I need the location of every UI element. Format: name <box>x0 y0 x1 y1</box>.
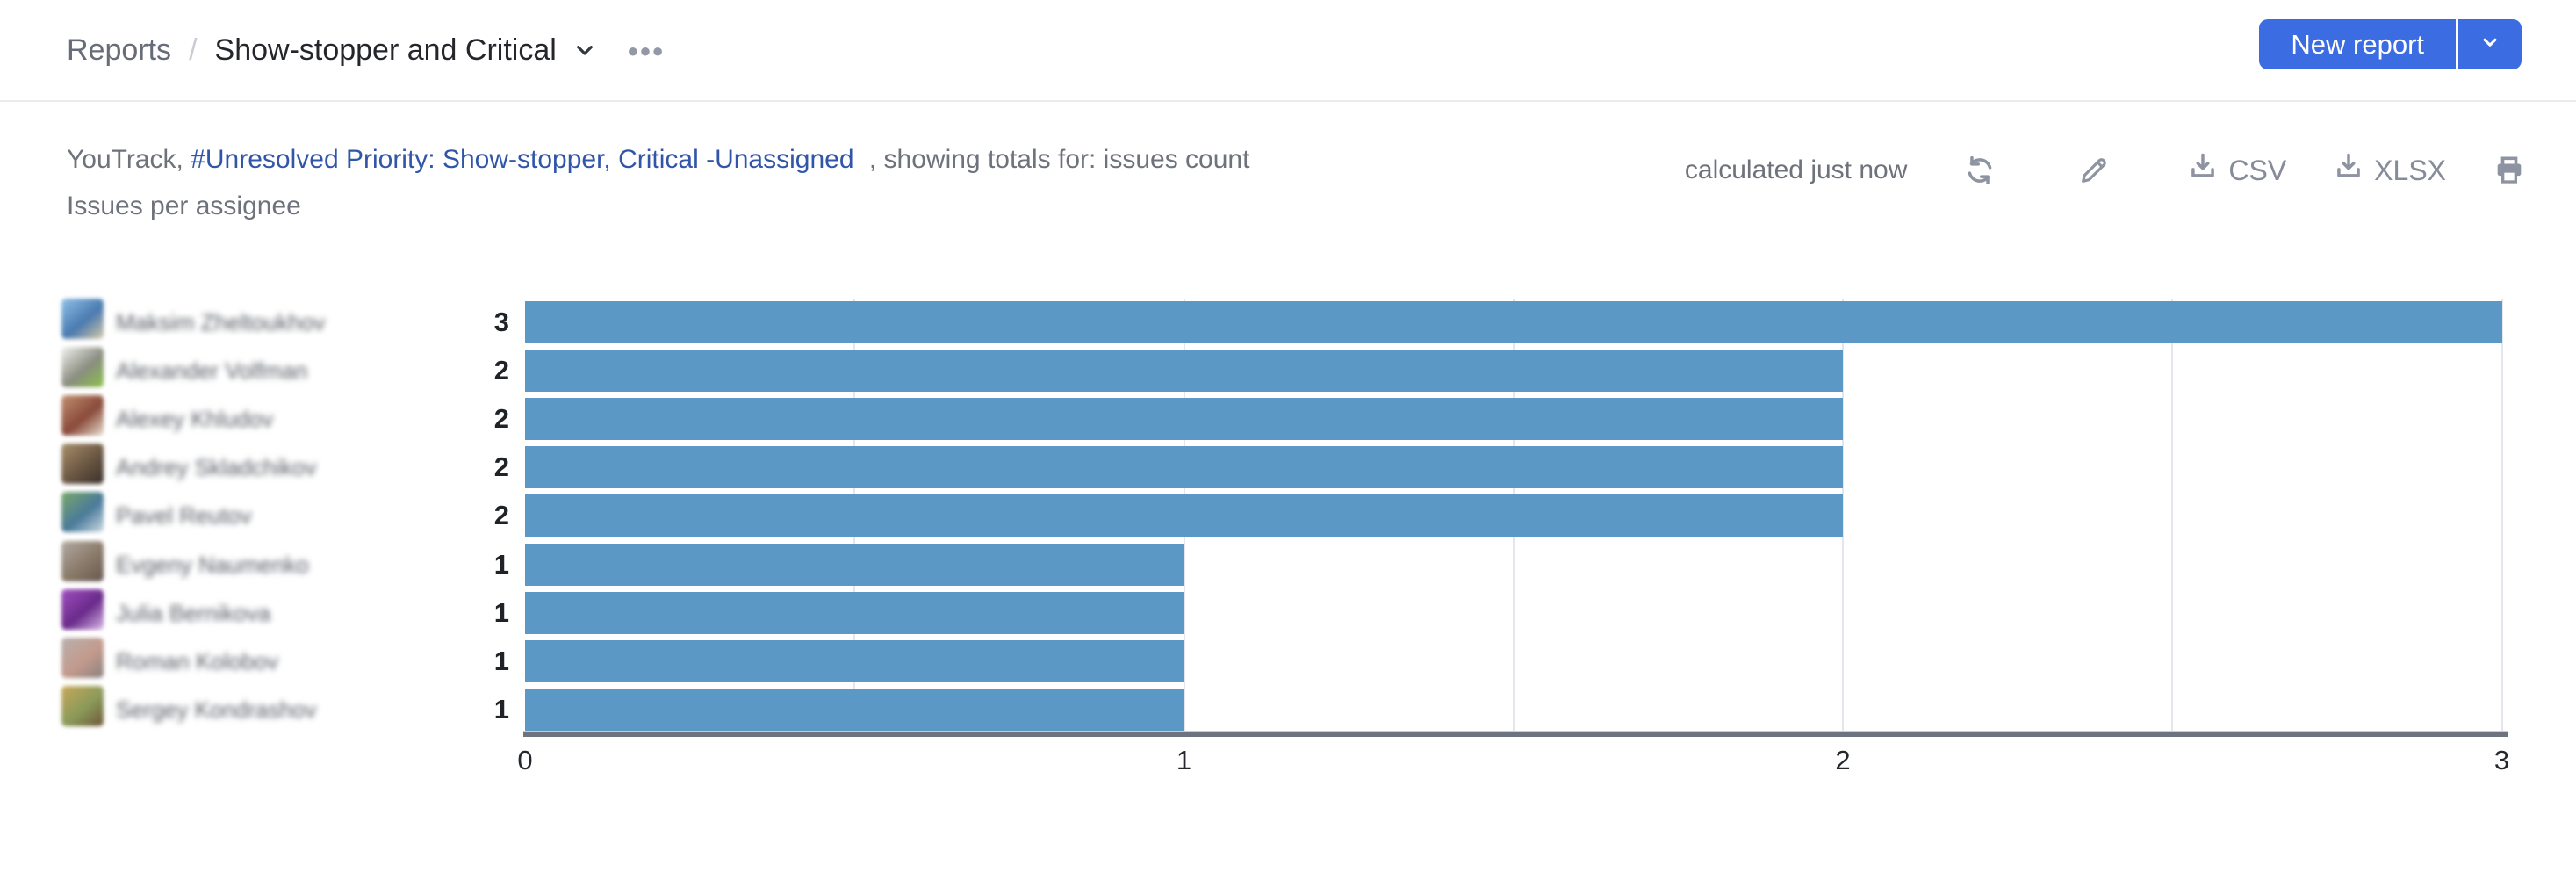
bar-value-label: 3 <box>493 307 509 337</box>
calculated-status: calculated just now <box>1684 155 1908 184</box>
assignee-name: Evgeny Naumenko <box>116 551 309 578</box>
bar-value-label: 2 <box>493 403 509 435</box>
assignee-row: Evgeny Naumenko 1 <box>0 540 2576 586</box>
bar-value-label: 1 <box>493 693 509 725</box>
bar-value-label: 1 <box>493 596 509 628</box>
chart-caption: Issues per assignee <box>67 191 301 220</box>
report-query-line: YouTrack, #Unresolved Priority: Show-sto… <box>67 141 1249 179</box>
x-axis-line <box>523 732 2508 737</box>
new-report-button[interactable]: New report <box>2259 19 2456 69</box>
csv-label: CSV <box>2228 154 2287 186</box>
xlsx-label: XLSX <box>2374 154 2446 186</box>
assignee-name: Alexander Volfman <box>116 357 308 385</box>
bar-value-label: 2 <box>493 451 509 483</box>
bar[interactable] <box>525 543 1184 586</box>
header-bar: Reports / Show-stopper and Critical New … <box>0 0 2576 102</box>
printer-icon[interactable] <box>2492 153 2527 188</box>
new-report-dropdown-button[interactable] <box>2458 19 2522 69</box>
assignee-row: Julia Bernikova 1 <box>0 588 2576 634</box>
assignee-name: Pavel Reutov <box>116 502 252 530</box>
assignee-avatar <box>61 492 104 533</box>
bar[interactable] <box>525 688 1184 731</box>
breadcrumb-reports-link[interactable]: Reports <box>67 32 172 67</box>
assignee-avatar <box>61 444 104 485</box>
assignee-row: Maksim Zheltoukhov 3 <box>0 299 2576 343</box>
gridline <box>2171 299 2174 732</box>
assignee-avatar <box>61 685 104 726</box>
assignee-row: Alexey Khludov 2 <box>0 395 2576 441</box>
app-prefix: YouTrack, <box>67 145 183 174</box>
export-csv-button[interactable]: CSV <box>2186 150 2286 191</box>
assignee-row: Roman Kolobov 1 <box>0 637 2576 682</box>
bar[interactable] <box>525 591 1184 634</box>
assignee-name: Julia Bernikova <box>116 599 271 626</box>
breadcrumb: Reports / Show-stopper and Critical <box>67 0 666 100</box>
chevron-down-icon[interactable] <box>571 36 599 64</box>
x-tick-label: 2 <box>1835 745 1851 776</box>
report-meta: YouTrack, #Unresolved Priority: Show-sto… <box>67 141 1249 226</box>
totals-suffix: , showing totals for: issues count <box>868 145 1250 174</box>
chevron-down-icon <box>2479 31 2501 58</box>
assignee-avatar <box>61 540 104 581</box>
assignee-avatar <box>61 395 104 436</box>
assignee-row: Andrey Skladchikov 2 <box>0 444 2576 489</box>
gridline <box>1842 299 1844 732</box>
assignee-row: Sergey Kondrashov 1 <box>0 685 2576 731</box>
refresh-icon[interactable] <box>1963 154 1997 187</box>
assignee-row: Pavel Reutov 2 <box>0 492 2576 538</box>
breadcrumb-separator: / <box>189 32 198 67</box>
bar-value-label: 2 <box>493 355 509 386</box>
bar[interactable] <box>525 398 1843 441</box>
new-report-split-button: New report <box>2259 19 2522 69</box>
assignee-name: Roman Kolobov <box>116 647 278 675</box>
x-tick-label: 0 <box>517 745 533 776</box>
bar[interactable] <box>525 301 2502 343</box>
bar[interactable] <box>525 350 1843 393</box>
bar[interactable] <box>525 639 1184 682</box>
x-axis-line-highlight <box>523 731 2508 732</box>
x-tick-label: 3 <box>2493 745 2510 776</box>
assignee-name: Andrey Skladchikov <box>116 454 317 481</box>
report-toolbar: calculated just now CSV <box>1685 148 2527 193</box>
assignee-avatar <box>61 299 104 339</box>
page-title[interactable]: Show-stopper and Critical <box>214 32 557 67</box>
assignee-avatar <box>61 347 104 388</box>
bar-value-label: 1 <box>493 645 509 676</box>
download-icon <box>2332 150 2365 191</box>
gridline <box>2500 299 2503 732</box>
assignee-avatar <box>61 637 104 678</box>
assignee-name: Sergey Kondrashov <box>116 696 317 723</box>
assignee-name: Alexey Khludov <box>116 406 274 433</box>
bar[interactable] <box>525 494 1843 538</box>
bar-value-label: 1 <box>493 548 509 580</box>
new-report-label: New report <box>2291 28 2424 60</box>
export-xlsx-button[interactable]: XLSX <box>2332 150 2446 191</box>
x-tick-label: 1 <box>1176 745 1192 776</box>
bar-value-label: 2 <box>493 500 509 531</box>
assignee-row: Alexander Volfman 2 <box>0 347 2576 393</box>
download-icon <box>2186 150 2220 191</box>
pencil-icon[interactable] <box>2077 154 2111 187</box>
assignee-name: Maksim Zheltoukhov <box>116 309 326 335</box>
assignee-avatar <box>61 588 104 630</box>
query-link[interactable]: #Unresolved Priority: Show-stopper, Crit… <box>191 145 854 174</box>
more-options-icon[interactable] <box>625 36 666 64</box>
bar[interactable] <box>525 446 1843 489</box>
